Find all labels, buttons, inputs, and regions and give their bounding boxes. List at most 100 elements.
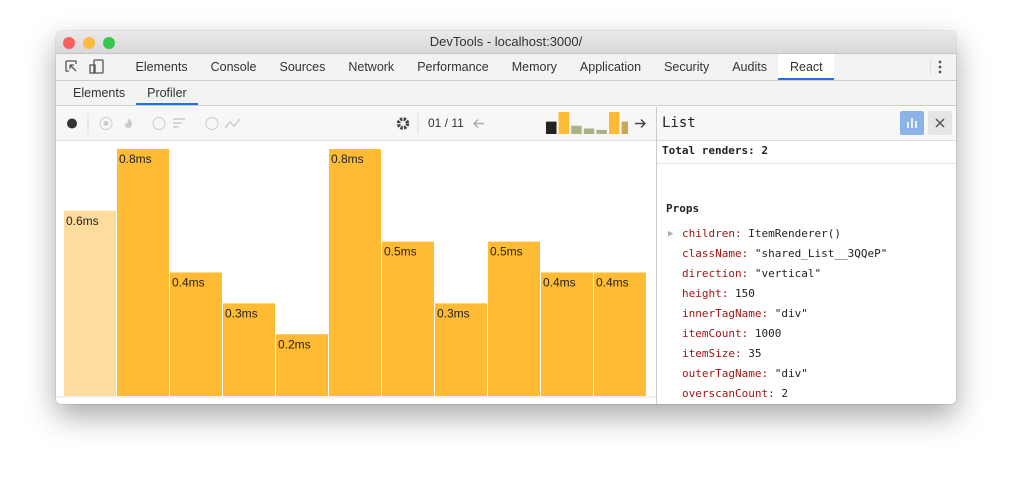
dot <box>938 65 942 69</box>
prop-value: "div" <box>774 307 808 320</box>
tab[interactable]: Memory <box>511 60 557 74</box>
radio[interactable] <box>99 117 113 130</box>
bar-label: 0.5ms <box>384 245 417 259</box>
close-icon <box>935 118 945 128</box>
radio-dot <box>103 121 109 126</box>
prop-row: itemCount: 1000 <box>682 324 781 344</box>
radio[interactable] <box>152 117 166 130</box>
bar[interactable] <box>541 272 593 397</box>
commit-bar[interactable] <box>571 125 582 134</box>
prop-value: "div" <box>774 367 808 380</box>
bar-label: 0.6ms <box>66 214 99 228</box>
bar[interactable] <box>382 241 434 396</box>
prop-row: ▶ children: ItemRenderer() <box>668 224 841 244</box>
prop-value: ItemRenderer() <box>748 227 841 240</box>
next-commit[interactable] <box>635 119 646 128</box>
sidebar: List Total renders: 2 Props ▶ children: I… <box>656 107 956 404</box>
bar-label: 0.5ms <box>490 245 523 259</box>
subtab-bar: Elements Profiler <box>56 81 956 106</box>
bar[interactable] <box>329 149 381 396</box>
total-renders-label: Total renders: <box>662 144 755 157</box>
prop-value: 35 <box>748 347 762 360</box>
title-bar: DevTools - localhost:3000/ <box>56 31 956 54</box>
tab[interactable]: Security <box>664 60 710 74</box>
prop-value: 1000 <box>754 327 782 340</box>
bar-label: 0.2ms <box>278 337 311 351</box>
commit-bar[interactable] <box>596 129 607 134</box>
bar[interactable] <box>170 272 222 397</box>
bar-label: 0.4ms <box>172 276 205 290</box>
bar[interactable] <box>488 241 540 396</box>
tab[interactable]: React <box>778 54 835 80</box>
sidebar-buttons <box>900 111 952 135</box>
prop-row: height: 150 <box>682 284 755 304</box>
commit-bar[interactable] <box>546 121 557 134</box>
tab[interactable]: Application <box>579 60 642 74</box>
bar[interactable] <box>64 210 116 396</box>
subtab[interactable]: Elements <box>73 86 126 100</box>
commit-bar[interactable] <box>609 112 620 134</box>
device-icon-small <box>89 64 96 74</box>
bar-label: 0.3ms <box>437 306 470 320</box>
dot <box>938 60 942 64</box>
radio[interactable] <box>205 117 219 130</box>
commit-bar[interactable] <box>583 128 595 135</box>
bar[interactable] <box>594 272 646 397</box>
commit-selector[interactable] <box>488 107 628 140</box>
bar-label: 0.4ms <box>596 276 629 290</box>
prop-row: outerTagName: "div" <box>682 364 808 384</box>
prop-row: overscanCount: 2 <box>682 384 788 404</box>
tab[interactable]: Audits <box>732 60 767 74</box>
devtools-window: DevTools - localhost:3000/ Elements Conso… <box>56 31 956 404</box>
subtab[interactable]: Profiler <box>136 81 198 105</box>
separator <box>657 163 956 164</box>
close-button[interactable] <box>63 37 75 49</box>
prop-name: itemCount: <box>682 327 749 340</box>
bar-label: 0.8ms <box>119 152 152 166</box>
expand-arrow[interactable]: ▶ <box>668 229 674 239</box>
chart-icon[interactable] <box>224 118 241 129</box>
prop-row: itemSize: 35 <box>682 344 761 364</box>
bar-label: 0.8ms <box>331 152 364 166</box>
device-icon[interactable] <box>93 59 104 74</box>
flamegraph-chart: 0.6ms 0.8ms 0.4ms 0.3ms 0.2ms 0.8ms 0.5ms 0.3ms… <box>56 149 656 398</box>
prop-name: height: <box>682 287 729 300</box>
tab[interactable]: Elements <box>135 60 188 74</box>
settings-icon[interactable] <box>396 117 410 130</box>
menu[interactable] <box>930 54 950 80</box>
prop-row: innerTagName: "div" <box>682 304 808 324</box>
bar[interactable] <box>435 303 487 396</box>
inspect-icon[interactable] <box>65 60 77 72</box>
prop-value: "vertical" <box>754 267 822 280</box>
commit-bar[interactable] <box>621 121 628 134</box>
settings-hole <box>401 121 405 126</box>
bar-label: 0.4ms <box>543 276 576 290</box>
commit-bar[interactable] <box>558 112 570 134</box>
sidebar-header: List <box>657 107 956 141</box>
prop-name: children: <box>682 227 742 240</box>
record-button[interactable] <box>67 118 77 129</box>
ranked-icon[interactable] <box>173 118 185 128</box>
prop-value: 2 <box>781 387 788 400</box>
bar[interactable] <box>223 303 275 396</box>
prev-commit[interactable] <box>473 119 484 128</box>
prop-value: 150 <box>734 287 755 300</box>
tab[interactable]: Network <box>348 60 395 74</box>
tab[interactable]: Sources <box>279 60 326 74</box>
window-title: DevTools - localhost:3000/ <box>429 34 583 49</box>
flame-icon[interactable] <box>124 118 132 128</box>
prop-name: itemSize: <box>682 347 742 360</box>
component-name: List <box>662 115 696 131</box>
tab[interactable]: Console <box>210 60 257 74</box>
tool-icons <box>65 59 104 74</box>
bar[interactable] <box>276 334 328 396</box>
total-renders: Total renders: 2 <box>662 141 768 161</box>
toolbar-icons <box>67 113 646 134</box>
prop-name: innerTagName: <box>682 307 769 320</box>
prop-row: direction: "vertical" <box>682 264 821 284</box>
zoom-button[interactable] <box>103 37 115 49</box>
tab[interactable]: Performance <box>417 60 489 74</box>
minimize-button[interactable] <box>83 37 95 49</box>
bar[interactable] <box>117 149 169 396</box>
